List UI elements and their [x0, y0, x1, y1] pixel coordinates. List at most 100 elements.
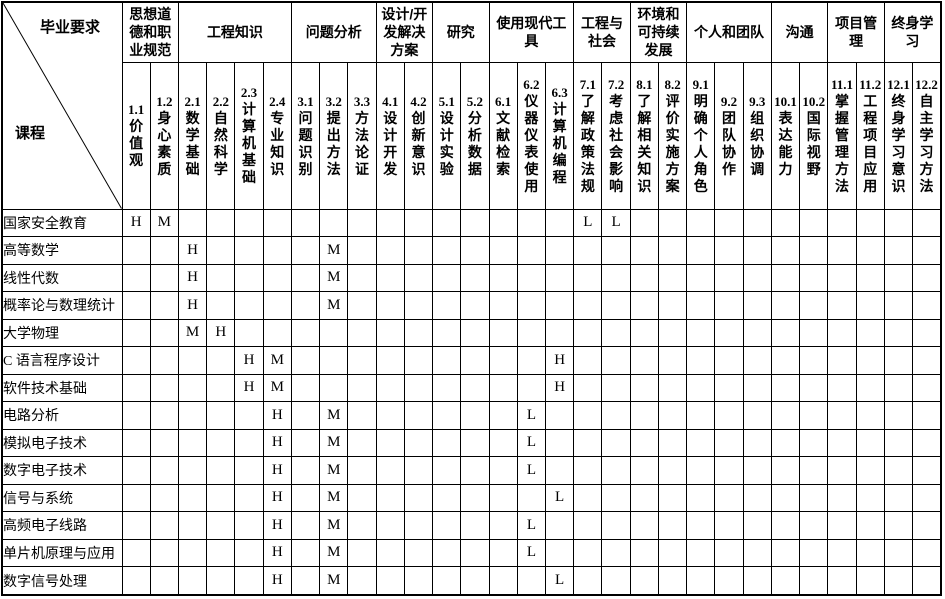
- mark-cell: [686, 511, 716, 540]
- mark-cell: [177, 511, 208, 540]
- subheader-char: 方: [354, 109, 369, 126]
- mark-cell: [573, 263, 603, 293]
- mark-cell: [290, 401, 321, 430]
- mark-cell: [488, 346, 518, 375]
- mark-cell: [375, 538, 405, 568]
- mark-cell: [799, 346, 829, 375]
- mark-cell: [290, 236, 321, 265]
- group-header-cell: 个人和团队: [686, 1, 772, 63]
- subheader-char: 方: [919, 160, 934, 177]
- subheader-cell: 2.1 数学基础: [177, 61, 208, 210]
- mark-cell: [742, 566, 772, 596]
- subheader-vertical-label: 4.2 创新意识: [405, 63, 431, 208]
- mark-cell: [629, 373, 659, 403]
- mark-cell: [742, 428, 772, 458]
- mark-cell: [262, 318, 292, 348]
- mark-cell: [799, 263, 829, 293]
- subheader-char: 提: [326, 109, 341, 126]
- mark-cell: [488, 428, 518, 458]
- mark-cell: H: [177, 263, 208, 293]
- mark-cell: H: [262, 511, 292, 540]
- mark-cell: [177, 566, 208, 596]
- mark-cell: [657, 291, 688, 320]
- mark-cell: [629, 428, 659, 458]
- mark-cell: [883, 236, 914, 265]
- subheader-char: 素: [157, 143, 172, 160]
- subheader-char: 设: [383, 109, 398, 126]
- subheader-vertical-label: 11.1 掌握管理方法: [829, 63, 855, 208]
- mark-cell: [403, 401, 434, 430]
- mark-cell: [319, 373, 349, 403]
- subheader-vertical-label: 4.1 设计开发: [377, 63, 403, 208]
- table-row: 国家安全教育 H M L L: [1, 208, 942, 238]
- subheader-cell: 9.3 组织协调: [742, 61, 772, 210]
- subheader-cell: 12.1 终身学习意识: [883, 61, 914, 210]
- subheader-char: 据: [467, 160, 482, 177]
- mark-cell: [601, 483, 631, 513]
- subheader-char: 然: [213, 126, 228, 143]
- mark-cell: [714, 483, 744, 513]
- subheader-vertical-label: 12.1 终身学习意识: [885, 63, 911, 208]
- mark-cell: [742, 373, 772, 403]
- mark-cell: [686, 483, 716, 513]
- mark-cell: [516, 483, 547, 513]
- mark-cell: [883, 456, 914, 485]
- table-row: 数字信号处理 H M L: [1, 566, 942, 596]
- subheader-vertical-label: 9.2 团队协作: [716, 63, 742, 208]
- mark-cell: [855, 456, 885, 485]
- mark-cell: [234, 566, 264, 596]
- corner-label-courses: 课程: [15, 125, 46, 142]
- subheader-number: 2.3: [240, 85, 258, 100]
- mark-cell: [375, 428, 405, 458]
- mark-cell: [403, 511, 434, 540]
- mark-cell: [545, 263, 575, 293]
- mark-cell: [149, 428, 179, 458]
- subheader-char: 考: [609, 92, 624, 109]
- subheader-char: 法: [834, 177, 849, 194]
- mark-cell: [799, 566, 829, 596]
- subheader-cell: 9.1 明确个人角色: [686, 61, 716, 210]
- mark-cell: [855, 428, 885, 458]
- subheader-char: 力: [778, 160, 793, 177]
- subheader-char: 习: [891, 143, 906, 160]
- subheader-number: 2.1: [184, 93, 201, 109]
- mark-cell: [206, 483, 236, 513]
- mark-cell: [742, 236, 772, 265]
- mark-cell: [516, 346, 547, 375]
- mark-cell: [375, 263, 405, 293]
- subheader-char: 了: [637, 92, 652, 109]
- subheader-char: 学: [891, 126, 906, 143]
- subheader-char: 方: [326, 143, 341, 160]
- mark-cell: [206, 538, 236, 568]
- subheader-char: 作: [722, 160, 737, 177]
- mark-cell: [121, 511, 151, 540]
- mark-cell: [742, 291, 772, 320]
- mark-cell: [403, 346, 434, 375]
- subheader-char: 目: [863, 143, 878, 160]
- mark-cell: [121, 236, 151, 265]
- mark-cell: [403, 428, 434, 458]
- mark-cell: [629, 566, 659, 596]
- subheader-number: 5.1: [438, 93, 455, 109]
- mark-cell: [206, 511, 236, 540]
- mark-cell: [403, 291, 434, 320]
- mark-cell: [770, 401, 801, 430]
- subheader-number: 7.2: [607, 76, 625, 92]
- mark-cell: [290, 511, 321, 540]
- subheader-char: 习: [919, 143, 934, 160]
- subheader-number: 5.2: [466, 93, 484, 109]
- mark-cell: [121, 263, 151, 293]
- mark-cell: [177, 483, 208, 513]
- mark-cell: [206, 428, 236, 458]
- course-name: 国家安全教育: [1, 208, 123, 238]
- mark-cell: [121, 318, 151, 348]
- mark-cell: [234, 291, 264, 320]
- mark-cell: [177, 401, 208, 430]
- mark-cell: [827, 291, 857, 320]
- corner-label-graduation-requirements: 毕业要求: [40, 19, 101, 36]
- mark-cell: [657, 401, 688, 430]
- course-name: 高等数学: [1, 236, 123, 265]
- mark-cell: H: [262, 401, 292, 430]
- course-name: 软件技术基础: [1, 373, 123, 403]
- mark-cell: [883, 291, 914, 320]
